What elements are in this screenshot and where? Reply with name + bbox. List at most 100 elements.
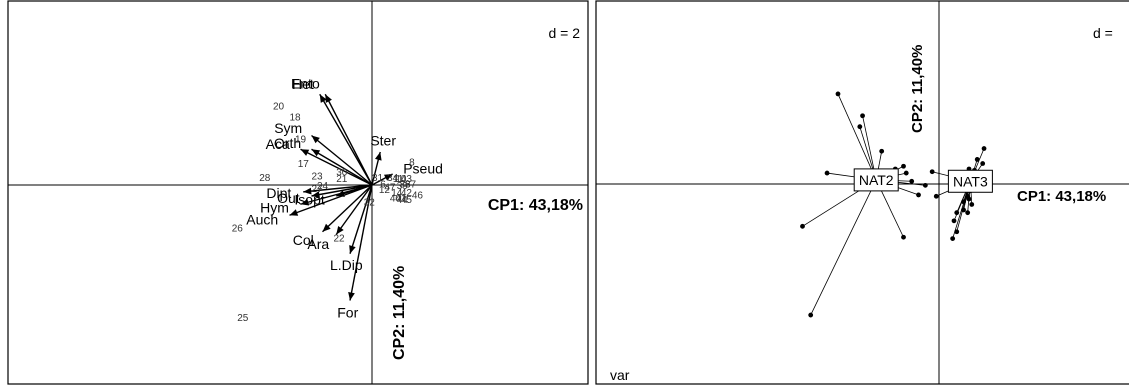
nat2-point <box>916 192 921 198</box>
class-plot-chart: NAT2 NAT3 d = var CP1: 43,18% CP2: 11,40% <box>595 0 1129 385</box>
site-label: 21 <box>336 174 348 185</box>
site-label: 6 <box>380 180 386 191</box>
site-label: 31 <box>372 173 384 184</box>
variable-arrow-ento: Ento <box>291 76 373 186</box>
nat3-point <box>965 210 971 216</box>
scale-label: d = 2 <box>548 25 580 41</box>
scale-label: d = <box>1093 25 1113 41</box>
biplot-panel: Het Ento Sym Aca Orth Ster Pseud Dipt Out Isopt Hy… <box>7 0 589 385</box>
nat2-point <box>808 312 814 318</box>
variable-arrow-orth: Orth <box>274 135 373 186</box>
nat3-point <box>954 229 960 235</box>
arrow-label: Auch <box>246 211 278 227</box>
variable-arrow-hym: Hym <box>260 184 373 215</box>
variable-arrow-ara: Ara <box>307 184 373 252</box>
arrow-label: Hym <box>260 199 289 215</box>
site-label: 30 <box>336 167 348 178</box>
site-label: 17 <box>298 159 310 170</box>
variable-arrow-auch: Auch <box>246 184 373 227</box>
nat2-spoke <box>837 93 877 181</box>
site-label: 11 <box>393 174 404 185</box>
site-label: 19 <box>295 134 307 145</box>
nat2-point <box>857 124 863 130</box>
nat3-point <box>933 193 939 199</box>
nat2-point <box>903 170 909 176</box>
nat3-point <box>950 236 956 242</box>
nat2-point <box>800 223 805 229</box>
nat2-group-label: NAT2 <box>853 168 899 192</box>
y-axis-label: CP2: 11,40% <box>909 45 926 133</box>
nat3-point <box>961 199 966 205</box>
variable-arrow-ster: Ster <box>370 132 396 186</box>
site-label: 36 <box>399 180 411 191</box>
arrow-label: Out <box>277 190 300 206</box>
nat3-point <box>929 169 935 175</box>
plot-frame <box>595 0 1129 385</box>
arrow-label: Ara <box>307 236 329 252</box>
site-label: 18 <box>289 112 301 123</box>
arrow-label: Dipt <box>266 185 291 201</box>
variable-arrow-aca: Aca <box>266 136 373 186</box>
arrow-label: Ento <box>291 76 320 92</box>
site-label: 34 <box>387 173 399 184</box>
arrow-label: Orth <box>274 135 301 151</box>
nat3-point <box>951 218 957 224</box>
site-label: 37 <box>405 180 417 191</box>
variable-arrow-for: For <box>337 184 373 320</box>
variable-arrow-l-dip: L.Dip <box>330 184 373 273</box>
site-label: 32 <box>364 198 376 209</box>
site-label: 8 <box>409 158 415 169</box>
nat3-point <box>969 202 975 207</box>
arrow-label: L.Dip <box>330 257 363 273</box>
site-label: 24 <box>317 181 329 192</box>
nat3-group-label: NAT3 <box>947 169 993 193</box>
nat2-point <box>879 148 885 154</box>
site-label: 28 <box>259 173 271 184</box>
site-label: 46 <box>412 191 424 202</box>
arrow-label: Het <box>292 76 314 92</box>
site-label: 22 <box>333 233 345 244</box>
arrow-label: For <box>337 304 358 320</box>
nat2-point <box>901 234 906 240</box>
site-label: 40 <box>390 193 402 204</box>
site-label: 14 <box>391 188 403 199</box>
arrow-label: Pseud <box>403 160 443 176</box>
variable-arrow-out: Out <box>277 184 373 206</box>
x-axis-label: CP1: 43,18% <box>1017 188 1106 205</box>
nat3-point <box>966 196 972 202</box>
nat2-point <box>824 170 830 176</box>
nat2-spoke <box>810 179 877 316</box>
nat3-point <box>961 207 966 213</box>
site-label: 26 <box>232 224 244 235</box>
nat3-point <box>981 146 987 151</box>
y-axis-label: CP2: 11,40% <box>391 266 408 360</box>
arrow-label: Aca <box>266 136 290 152</box>
svg-text:NAT3: NAT3 <box>953 173 988 189</box>
site-label: 10 <box>395 174 407 185</box>
variable-arrow-het: Het <box>292 76 373 186</box>
variable-arrow-col: Col <box>293 184 373 248</box>
nat3-point <box>954 210 960 216</box>
site-label: 39 <box>397 181 409 192</box>
corner-label: var <box>610 367 630 383</box>
site-label: 25 <box>237 313 249 324</box>
class-plot-panel: NAT2 NAT3 d = var CP1: 43,18% CP2: 11,40% <box>595 0 1129 385</box>
site-label: 12 <box>379 185 391 196</box>
nat3-point <box>980 161 986 166</box>
site-label: 23 <box>311 171 323 182</box>
nat2-point <box>909 178 915 184</box>
site-label: 45 <box>401 195 413 206</box>
nat2-point <box>922 182 928 188</box>
site-label: 47 <box>384 182 396 193</box>
nat2-point <box>901 163 906 169</box>
svg-text:NAT2: NAT2 <box>859 172 894 188</box>
site-label: 27 <box>311 184 323 195</box>
arrow-label: Ster <box>370 132 396 148</box>
site-label: 20 <box>273 101 285 112</box>
arrow-label: Sym <box>274 120 302 136</box>
site-label: 43 <box>401 174 413 185</box>
variable-arrow-pseud: Pseud <box>371 160 443 186</box>
site-label: 44 <box>397 195 409 206</box>
x-axis-label: CP1: 43,18% <box>488 197 583 214</box>
